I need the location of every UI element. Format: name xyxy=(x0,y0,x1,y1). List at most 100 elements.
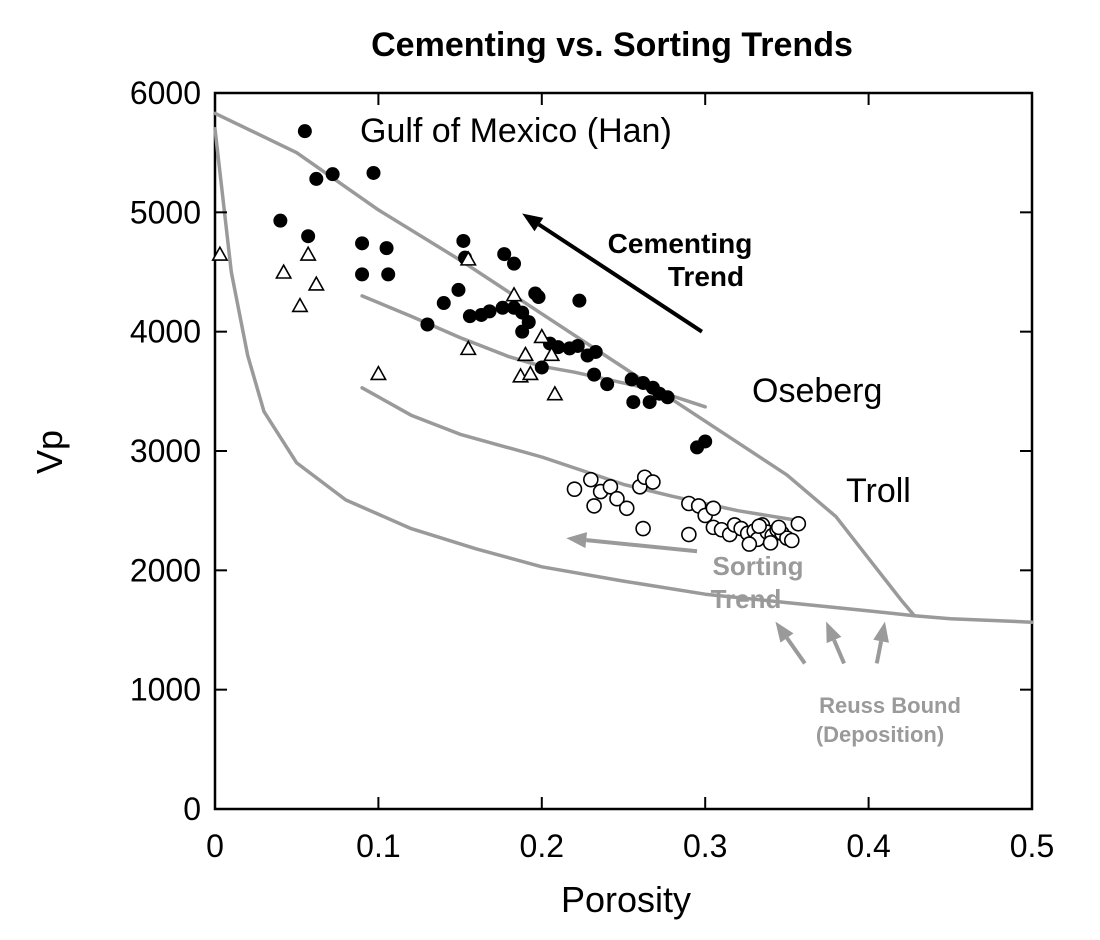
trend-curve-3 xyxy=(360,386,805,524)
gulf-of-mexico-han-point xyxy=(379,241,394,256)
gulf-of-mexico-han-point xyxy=(297,124,312,139)
x-axis-label: Porosity xyxy=(561,879,691,920)
arrow-head-2 xyxy=(566,532,588,549)
oseberg-point xyxy=(211,245,229,261)
gulf-of-mexico-han-point xyxy=(642,395,657,410)
arrow-head-3 xyxy=(775,621,794,643)
gulf-of-mexico-han-point xyxy=(355,267,370,282)
troll-point xyxy=(566,481,583,497)
gulf-of-mexico-han-point xyxy=(600,377,615,392)
oseberg-label: Oseberg xyxy=(752,372,882,410)
oseberg-point xyxy=(543,345,561,362)
troll-point xyxy=(762,535,779,551)
reuss-bound-label-line2: (Deposition) xyxy=(816,722,944,747)
gulf-of-mexico-han-point xyxy=(570,338,585,353)
oseberg-point xyxy=(533,328,551,344)
gulf-of-mexico-han-point xyxy=(624,372,639,387)
gulf-of-mexico-han-point xyxy=(451,282,466,297)
trend-arrows xyxy=(522,213,889,665)
troll-point xyxy=(751,518,767,534)
x-tick-label: 0 xyxy=(206,828,224,864)
arrow-shaft-4 xyxy=(832,639,846,665)
chart-title: Cementing vs. Sorting Trends xyxy=(371,26,853,64)
gulf-of-mexico-han-point xyxy=(531,290,546,305)
axis-ticks: 0 0.1 0.2 0.3 0.4 0.5 0 1000 2000 3000 4000 5000 600… xyxy=(130,75,1054,864)
y-tick-label: 2000 xyxy=(130,552,201,588)
oseberg-point xyxy=(307,275,325,291)
gulf-of-mexico-han-point xyxy=(309,171,324,186)
x-tick-label: 0.2 xyxy=(520,828,564,864)
oseberg-point xyxy=(505,286,523,302)
gulf-of-mexico-han-point xyxy=(456,233,471,248)
y-tick-label: 5000 xyxy=(130,194,201,230)
oseberg-point xyxy=(546,385,564,401)
gulf-of-mexico-han-point xyxy=(507,256,522,271)
troll-point xyxy=(645,474,661,490)
y-tick-label: 3000 xyxy=(130,433,201,469)
data-points xyxy=(211,124,807,552)
gulf-of-mexico-han-point xyxy=(355,236,370,251)
oseberg-point xyxy=(369,364,387,381)
cementing-trend-label-line1: Cementing xyxy=(608,228,753,259)
arrow-shaft-1 xyxy=(537,222,704,334)
arrow-head-4 xyxy=(826,621,842,644)
oseberg-point xyxy=(459,339,477,356)
gulf-of-mexico-han-point xyxy=(495,300,510,315)
gulf-of-mexico-han-point xyxy=(534,360,549,375)
y-tick-label: 1000 xyxy=(130,672,201,708)
troll-point xyxy=(790,515,807,532)
x-tick-label: 0.5 xyxy=(1010,828,1054,864)
gulf-of-mexico-han-point xyxy=(551,340,566,355)
gulf-of-mexico-han-point xyxy=(482,304,497,319)
arrow-shaft-5 xyxy=(874,640,884,664)
sorting-trend-label-line2: Trend xyxy=(711,584,782,614)
troll-point xyxy=(681,526,697,543)
oseberg-point xyxy=(291,296,309,313)
x-tick-label: 0.3 xyxy=(683,828,727,864)
gulf-of-mexico-han-point xyxy=(420,317,435,332)
gulf-of-mexico-han-point xyxy=(366,165,381,180)
x-tick-label: 0.1 xyxy=(356,828,400,864)
gulf-of-mexico-han-point xyxy=(626,395,641,410)
oseberg-point xyxy=(516,345,535,362)
gulf-of-mexico-han-point xyxy=(660,390,675,405)
x-tick-label: 0.4 xyxy=(846,828,890,864)
gulf-of-mexico-han-point xyxy=(587,367,602,382)
gulf-of-mexico-han-point xyxy=(515,324,530,339)
gulf-of-mexico-han-point xyxy=(436,296,451,311)
troll-point xyxy=(705,500,722,517)
troll-label: Troll xyxy=(846,472,911,510)
y-axis-label: Vp xyxy=(29,430,70,474)
troll-point xyxy=(618,500,635,517)
gulf-of-mexico-han-point xyxy=(325,167,340,182)
sorting-trend-label-line1: Sorting xyxy=(713,551,804,581)
troll-point xyxy=(635,520,651,537)
y-tick-label: 6000 xyxy=(130,75,201,111)
gulf-of-mexico-han-point xyxy=(462,309,477,324)
gulf-of-mexico-han-point xyxy=(497,247,512,262)
y-tick-label: 0 xyxy=(183,791,201,827)
gulf-of-mexico-han-point xyxy=(273,213,288,228)
gulf-of-mexico-han-point xyxy=(301,229,316,244)
arrow-shaft-2 xyxy=(586,538,698,554)
arrow-head-5 xyxy=(873,621,889,643)
troll-point xyxy=(602,478,619,495)
legend-gulf-label: Gulf of Mexico (Han) xyxy=(360,112,672,150)
troll-point xyxy=(609,490,625,507)
oseberg-point xyxy=(459,250,477,266)
troll-point xyxy=(784,532,800,549)
troll-point xyxy=(741,536,758,552)
reuss-bound-label-line1: Reuss Bound xyxy=(819,693,961,718)
troll-point xyxy=(770,519,787,536)
arrow-head-1 xyxy=(522,213,544,232)
oseberg-point xyxy=(299,245,317,261)
gulf-of-mexico-han-point xyxy=(572,293,587,308)
troll-point xyxy=(586,498,602,514)
oseberg-point xyxy=(275,263,293,279)
arrow-shaft-3 xyxy=(785,636,807,665)
trend-curve-4 xyxy=(213,127,1034,624)
gulf-of-mexico-han-point xyxy=(698,434,713,449)
cementing-trend-label-line2: Trend xyxy=(668,261,744,292)
y-tick-label: 4000 xyxy=(130,314,201,350)
